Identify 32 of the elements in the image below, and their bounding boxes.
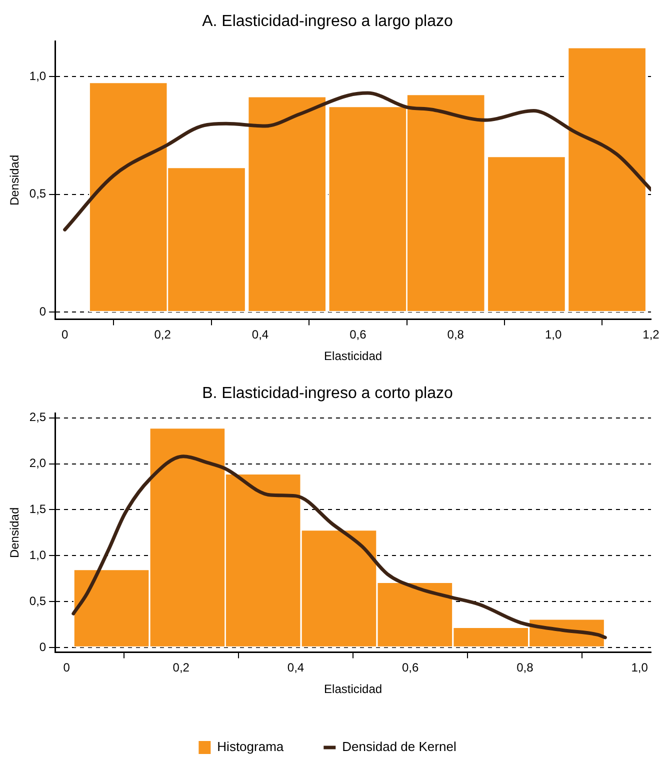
x-tick-label: 0,8 xyxy=(447,328,464,342)
x-tick-label: 0,8 xyxy=(516,660,534,675)
x-tick-label: 0,4 xyxy=(287,660,304,675)
x-tick-label: 0,4 xyxy=(252,328,269,342)
y-tick-label: 2,5 xyxy=(29,410,46,424)
chart-title: A. Elasticidad-ingreso a largo plazo xyxy=(202,13,453,30)
x-tick-label: 1,2 xyxy=(642,328,660,342)
x-tick-label: 1,0 xyxy=(631,660,648,675)
legend-label: Densidad de Kernel xyxy=(342,739,456,754)
x-tick-label: 0 xyxy=(63,660,70,675)
x-tick-label: 0,6 xyxy=(402,660,420,675)
y-tick-label: 0,5 xyxy=(29,186,46,201)
x-axis-title: Elasticidad xyxy=(324,682,382,696)
x-tick-label: 0,2 xyxy=(172,660,190,675)
y-axis-title: Densidad xyxy=(8,507,22,558)
y-tick-label: 1,0 xyxy=(29,548,46,562)
chart-title: B. Elasticidad-ingreso a corto plazo xyxy=(202,385,453,402)
legend-label: Histograma xyxy=(217,739,284,754)
line-series xyxy=(63,91,651,232)
x-tick-label: 0,6 xyxy=(350,328,367,342)
y-tick-label: 2,0 xyxy=(29,456,46,470)
y-tick-label: 0,5 xyxy=(29,594,46,608)
y-tick-label: 1,5 xyxy=(29,502,46,516)
x-tick-label: 0 xyxy=(62,328,69,342)
x-tick-label: 0,2 xyxy=(154,328,172,342)
x-axis-title: Elasticidad xyxy=(324,349,382,364)
y-tick-label: 0 xyxy=(39,640,46,654)
y-tick-label: 0 xyxy=(39,304,46,318)
x-tick-label: 1,0 xyxy=(544,328,562,342)
y-tick-label: 1,0 xyxy=(29,68,46,83)
y-axis-title: Densidad xyxy=(8,154,22,206)
line-series xyxy=(72,454,607,640)
